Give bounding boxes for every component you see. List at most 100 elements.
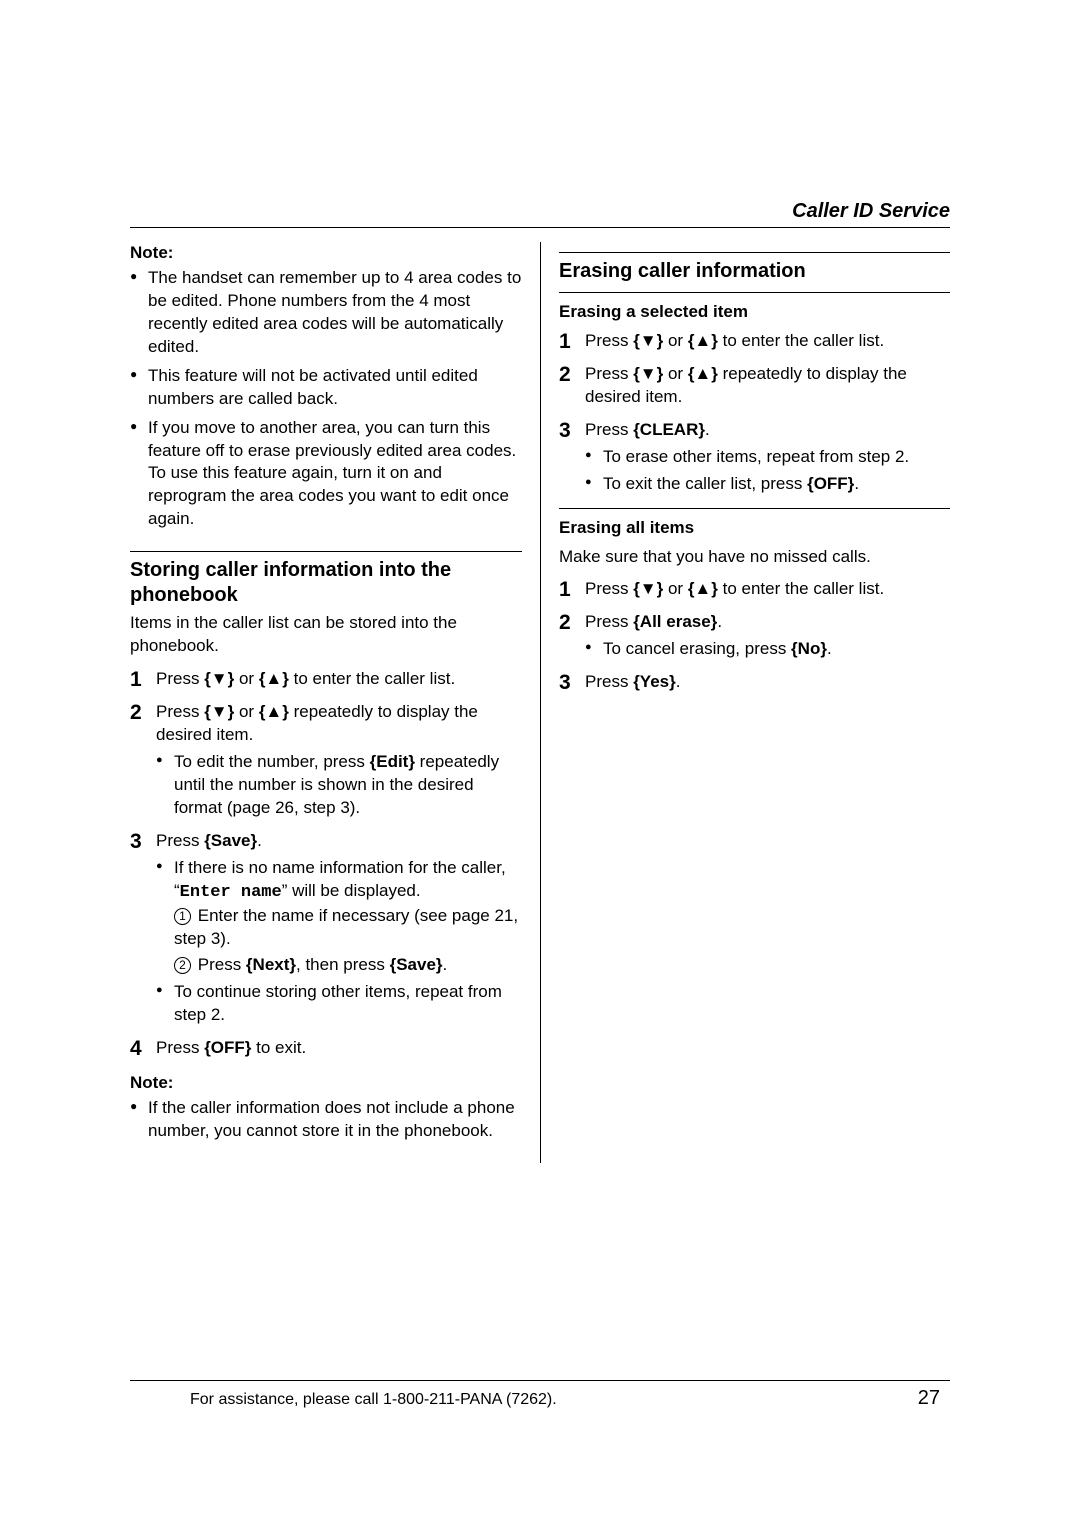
sub-bullet: To continue storing other items, repeat … [156,981,522,1027]
circled-step-1: 1 Enter the name if necessary (see page … [174,905,522,951]
circled-step-2: 2 Press {Next}, then press {Save}. [174,954,522,977]
erasing-heading: Erasing caller information [559,259,950,284]
header: Caller ID Service [130,200,950,228]
circled-1-icon: 1 [174,908,191,925]
code-text: Enter name [180,883,282,902]
text: . [676,672,681,691]
note-bullet: This feature will not be activated until… [130,365,522,411]
right-column: Erasing caller information Erasing a sel… [540,242,950,1163]
text: . [854,474,859,493]
down-key: {▼} [204,669,234,688]
text: To edit the number, press [174,752,370,771]
step-3-sub: If there is no name information for the … [156,857,522,1028]
text: or [663,364,688,383]
thin-rule [559,508,950,509]
text: Press [585,672,633,691]
step-1: Press {▼} or {▲} to enter the caller lis… [130,668,522,691]
step-3-sub: To erase other items, repeat from step 2… [585,446,950,496]
note-label: Note: [130,242,522,265]
text: or [663,331,688,350]
step-2-sub: To edit the number, press {Edit} repeate… [156,751,522,820]
text: To cancel erasing, press [603,639,791,658]
note-label-2: Note: [130,1072,522,1095]
footer-inner: For assistance, please call 1-800-211-PA… [130,1387,950,1410]
clear-key: {CLEAR} [633,420,705,439]
text: Press [156,669,204,688]
sub-bullet: To edit the number, press {Edit} repeate… [156,751,522,820]
text: Press [585,364,633,383]
erasing-all-heading: Erasing all items [559,517,950,540]
down-key: {▼} [204,702,234,721]
text: . [257,831,262,850]
erasing-all-intro: Make sure that you have no missed calls. [559,546,950,569]
erasing-selected-heading: Erasing a selected item [559,301,950,324]
yes-key: {Yes} [633,672,676,691]
no-key: {No} [791,639,827,658]
note-bullet: If the caller information does not inclu… [130,1097,522,1143]
page-container: Caller ID Service Note: The handset can … [0,0,1080,1528]
all-erase-key: {All erase} [633,612,717,631]
step-1: Press {▼} or {▲} to enter the caller lis… [559,578,950,601]
thin-rule [559,292,950,293]
text: . [705,420,710,439]
off-key: {OFF} [807,474,854,493]
sub-bullet: To cancel erasing, press {No}. [585,638,950,661]
step-2: Press {All erase}. To cancel erasing, pr… [559,611,950,661]
erasing-all-steps: Press {▼} or {▲} to enter the caller lis… [559,578,950,694]
off-key: {OFF} [204,1038,251,1057]
footer-text: For assistance, please call 1-800-211-PA… [190,1391,557,1409]
text: To exit the caller list, press [603,474,807,493]
step-2: Press {▼} or {▲} repeatedly to display t… [130,701,522,820]
sub-bullet: If there is no name information for the … [156,857,522,978]
up-key: {▲} [688,331,718,350]
down-key: {▼} [633,364,663,383]
footer: For assistance, please call 1-800-211-PA… [130,1380,950,1410]
text: Press [198,955,246,974]
sub-bullet: To exit the caller list, press {OFF}. [585,473,950,496]
step-3: Press {CLEAR}. To erase other items, rep… [559,419,950,496]
text: or [234,702,259,721]
down-key: {▼} [633,579,663,598]
columns: Note: The handset can remember up to 4 a… [130,242,950,1163]
note-bullet: The handset can remember up to 4 area co… [130,267,522,359]
section-rule [130,551,522,552]
step-2: Press {▼} or {▲} repeatedly to display t… [559,363,950,409]
up-key: {▲} [688,579,718,598]
storing-steps: Press {▼} or {▲} to enter the caller lis… [130,668,522,1060]
text: ” will be displayed. [282,881,421,900]
note-bullet: If you move to another area, you can tur… [130,417,522,532]
step-4: Press {OFF} to exit. [130,1037,522,1060]
note-bullets: The handset can remember up to 4 area co… [130,267,522,531]
text: Press [156,831,204,850]
text: Press [156,1038,204,1057]
up-key: {▲} [259,702,289,721]
text: Press [585,420,633,439]
step-3: Press {Save}. If there is no name inform… [130,830,522,1028]
text: Press [585,612,633,631]
text: . [717,612,722,631]
up-key: {▲} [259,669,289,688]
left-column: Note: The handset can remember up to 4 a… [130,242,540,1163]
save-key: {Save} [390,955,443,974]
step-1: Press {▼} or {▲} to enter the caller lis… [559,330,950,353]
text: , then press [296,955,390,974]
step-2-sub: To cancel erasing, press {No}. [585,638,950,661]
text: . [827,639,832,658]
page-number: 27 [918,1387,940,1410]
edit-key: {Edit} [370,752,415,771]
header-title: Caller ID Service [792,200,950,222]
next-key: {Next} [246,955,296,974]
circled-2-icon: 2 [174,957,191,974]
text: Enter the name if necessary (see page 21… [174,906,518,948]
text: or [234,669,259,688]
step-3: Press {Yes}. [559,671,950,694]
erasing-selected-steps: Press {▼} or {▲} to enter the caller lis… [559,330,950,496]
text: to enter the caller list. [289,669,455,688]
text: Press [585,579,633,598]
text: to exit. [251,1038,306,1057]
text: Press [585,331,633,350]
text: Press [156,702,204,721]
text: . [443,955,448,974]
section-rule [559,252,950,253]
storing-heading: Storing caller information into the phon… [130,558,522,608]
